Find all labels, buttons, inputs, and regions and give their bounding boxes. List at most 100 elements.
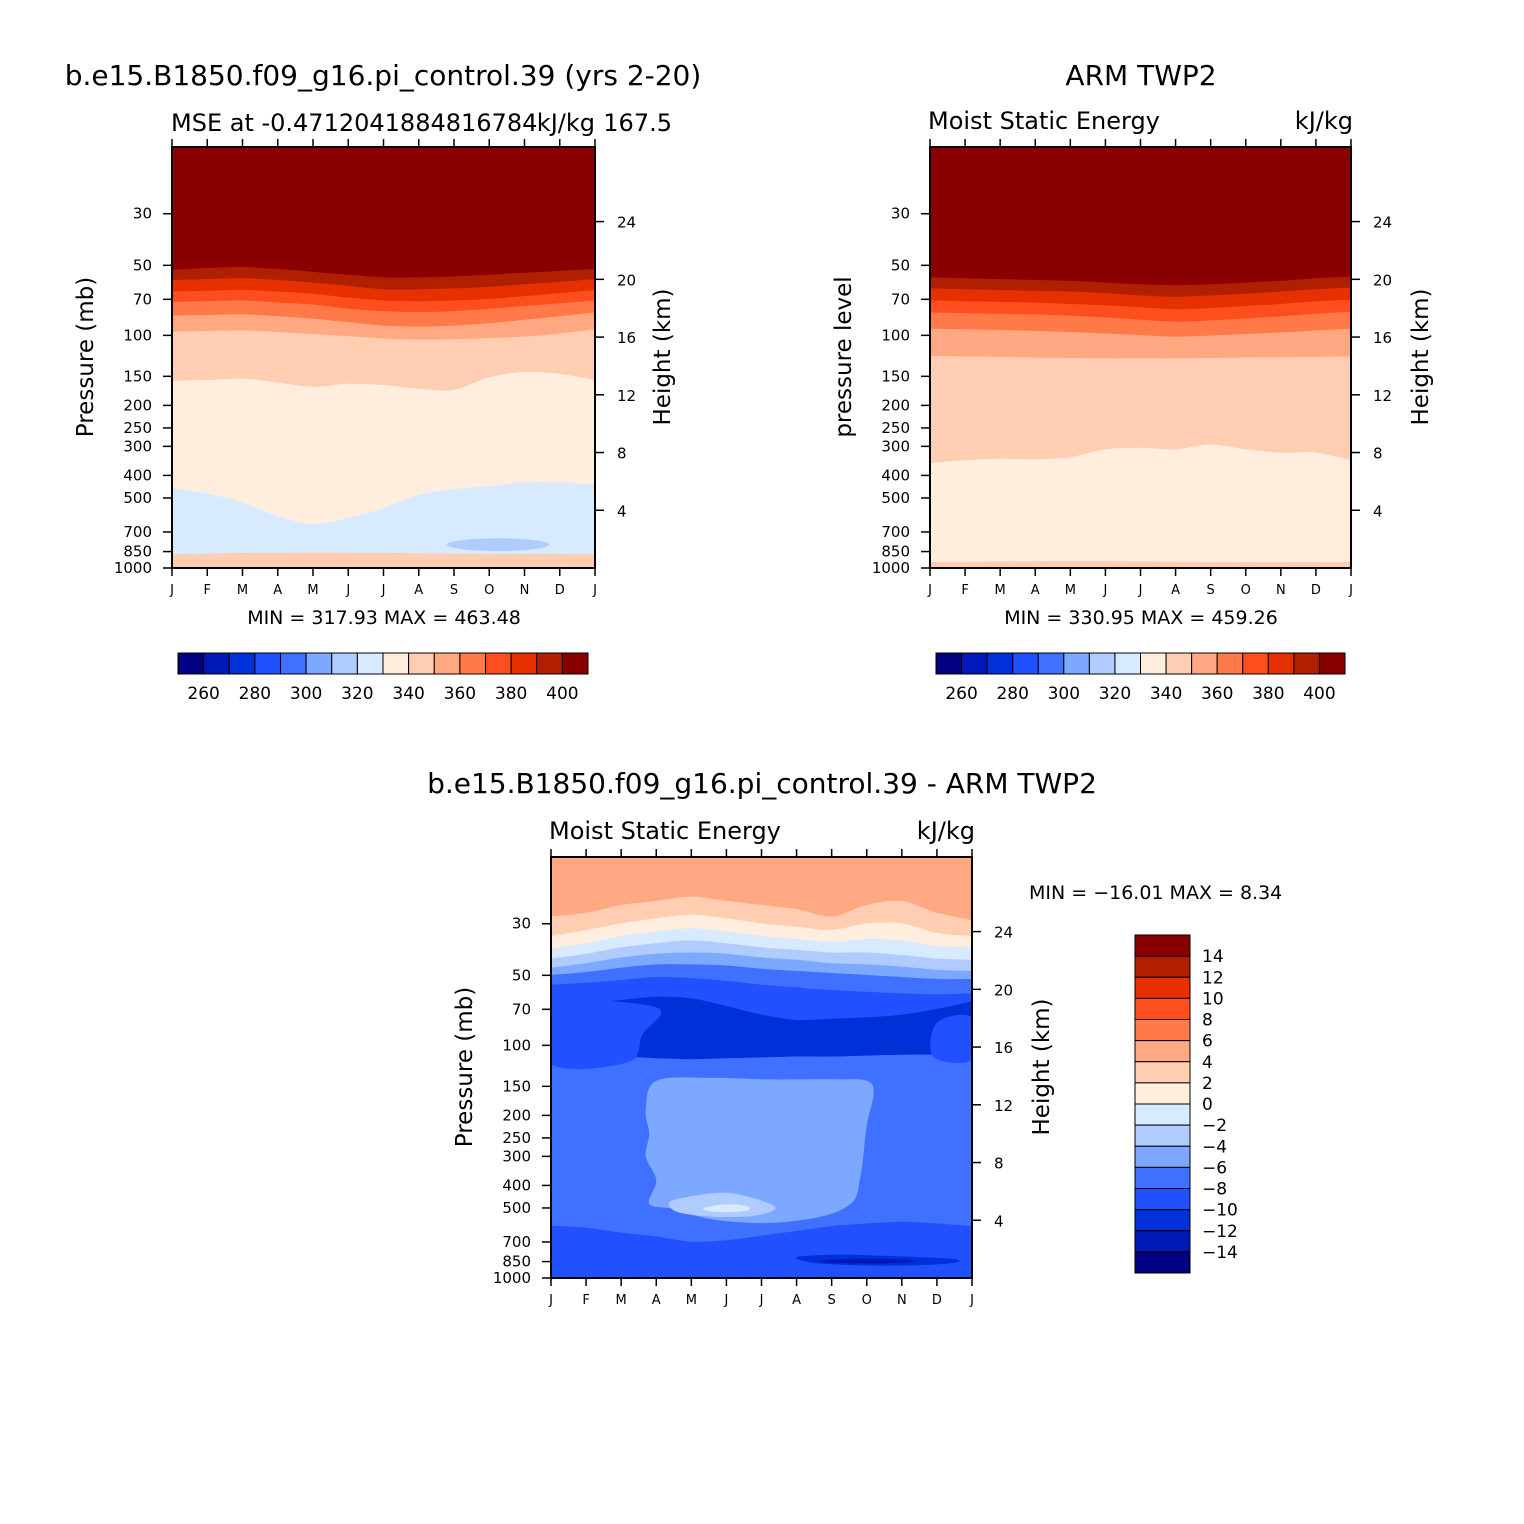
colorbar-box bbox=[1293, 652, 1320, 675]
panel-right-string: kJ/kg bbox=[917, 817, 975, 845]
y-right-tick-label: 8 bbox=[994, 1155, 1004, 1173]
colorbar-label: 260 bbox=[945, 684, 977, 704]
x-tick-label: F bbox=[204, 583, 211, 598]
colorbar-box bbox=[177, 652, 205, 675]
colorbar-box bbox=[1216, 652, 1244, 675]
x-tick-label: M bbox=[237, 583, 248, 598]
x-tick-label: J bbox=[592, 583, 597, 598]
panel-title: ARM TWP2 bbox=[1065, 59, 1216, 92]
contour-band bbox=[930, 147, 1351, 286]
panel-model: b.e15.B1850.f09_g16.pi_control.39 (yrs 2… bbox=[65, 59, 702, 704]
x-tick-label: N bbox=[520, 583, 530, 598]
x-tick-label: S bbox=[450, 583, 458, 598]
colorbar-box bbox=[1134, 1209, 1191, 1232]
contour-band bbox=[172, 552, 595, 568]
y-tick-label: 850 bbox=[502, 1253, 531, 1271]
y-right-tick-label: 24 bbox=[1373, 214, 1392, 232]
colorbar-label: 260 bbox=[187, 684, 219, 704]
y-tick-label: 400 bbox=[881, 466, 910, 484]
panel-title: b.e15.B1850.f09_g16.pi_control.39 (yrs 2… bbox=[65, 59, 702, 92]
y-right-tick-label: 12 bbox=[994, 1097, 1013, 1115]
colorbar-label: 300 bbox=[290, 684, 322, 704]
y-axis-label: Pressure (mb) bbox=[73, 277, 99, 437]
y-right-tick-label: 12 bbox=[617, 387, 636, 405]
colorbar-box bbox=[1134, 1230, 1191, 1253]
colorbar-label: 8 bbox=[1202, 1011, 1213, 1031]
colorbar-box bbox=[1063, 652, 1090, 675]
x-tick-label: J bbox=[345, 583, 350, 598]
y-tick-label: 200 bbox=[123, 396, 152, 414]
y-right-tick-label: 20 bbox=[994, 981, 1013, 999]
x-tick-label: M bbox=[616, 1293, 627, 1308]
y-tick-label: 700 bbox=[123, 523, 152, 541]
y-right-tick-label: 16 bbox=[1373, 329, 1392, 347]
y-tick-label: 70 bbox=[891, 290, 910, 308]
colorbar-box bbox=[1134, 955, 1191, 978]
panel-title: b.e15.B1850.f09_g16.pi_control.39 - ARM … bbox=[427, 767, 1097, 800]
x-tick-label: O bbox=[1241, 583, 1251, 598]
colorbar-label: 380 bbox=[1252, 684, 1284, 704]
y-right-tick-label: 16 bbox=[994, 1039, 1013, 1057]
colorbar-box bbox=[280, 652, 307, 675]
colorbar-label: 340 bbox=[1150, 684, 1182, 704]
colorbar-label: −8 bbox=[1202, 1180, 1227, 1200]
y-tick-label: 30 bbox=[891, 205, 910, 223]
y-tick-label: 1000 bbox=[114, 559, 152, 577]
contour-band bbox=[930, 355, 1351, 464]
contour-blob bbox=[820, 1258, 917, 1264]
colorbar: 260 280 300 320 340 360 380 400 bbox=[935, 652, 1346, 704]
contour-band bbox=[172, 147, 595, 279]
y-tick-label: 500 bbox=[502, 1199, 531, 1217]
y-tick-label: 200 bbox=[881, 396, 910, 414]
x-tick-label: M bbox=[1065, 583, 1076, 598]
colorbar-box bbox=[561, 652, 589, 675]
y-tick-label: 250 bbox=[881, 419, 910, 437]
y-right-tick-label: 20 bbox=[617, 271, 636, 289]
x-tick-label: D bbox=[932, 1293, 942, 1308]
y-tick-label: 300 bbox=[502, 1147, 531, 1165]
panel-left-string: Moist Static Energy bbox=[928, 107, 1160, 135]
colorbar-box bbox=[1114, 652, 1141, 675]
x-tick-label: S bbox=[1207, 583, 1215, 598]
x-tick-label: A bbox=[1171, 583, 1180, 598]
x-tick-label: O bbox=[484, 583, 494, 598]
y-tick-label: 50 bbox=[891, 256, 910, 274]
colorbar: 260 280 300 320 340 360 380 400 bbox=[177, 652, 589, 704]
x-tick-label: J bbox=[1348, 583, 1353, 598]
colorbar-box bbox=[254, 652, 281, 675]
x-tick-label: F bbox=[582, 1293, 589, 1308]
x-tick-label: J bbox=[169, 583, 174, 598]
colorbar-box bbox=[433, 652, 461, 675]
colorbar-label: 0 bbox=[1202, 1095, 1213, 1115]
y-tick-label: 250 bbox=[502, 1129, 531, 1147]
colorbar-box bbox=[1088, 652, 1116, 675]
colorbar-box bbox=[1134, 934, 1191, 957]
contour-band bbox=[930, 560, 1351, 568]
colorbar-box bbox=[1134, 1061, 1191, 1084]
colorbar-box bbox=[1134, 1124, 1191, 1147]
x-tick-label: J bbox=[759, 1293, 764, 1308]
y-tick-label: 700 bbox=[502, 1233, 531, 1251]
panel-left-string: MSE at -0.4712041884816784 bbox=[171, 109, 537, 137]
colorbar-label: 280 bbox=[996, 684, 1028, 704]
y-tick-label: 1000 bbox=[493, 1269, 531, 1287]
y-tick-label: 150 bbox=[502, 1077, 531, 1095]
y-tick-label: 500 bbox=[123, 489, 152, 507]
y-tick-label: 30 bbox=[133, 205, 152, 223]
y-tick-label: 70 bbox=[512, 1000, 531, 1018]
colorbar-box bbox=[1134, 1145, 1191, 1168]
x-tick-label: N bbox=[897, 1293, 907, 1308]
colorbar-label: −6 bbox=[1202, 1158, 1227, 1178]
x-tick-label: F bbox=[961, 583, 968, 598]
colorbar-label: 360 bbox=[1201, 684, 1233, 704]
contour-blob bbox=[551, 994, 662, 1070]
min-max-text: MIN = −16.01 MAX = 8.34 bbox=[1029, 882, 1282, 904]
colorbar-label: −4 bbox=[1202, 1137, 1227, 1157]
colorbar-box bbox=[382, 652, 410, 675]
y-right-tick-label: 4 bbox=[1373, 502, 1383, 520]
y-tick-label: 70 bbox=[133, 290, 152, 308]
colorbar-label: 380 bbox=[495, 684, 527, 704]
colorbar-box bbox=[1037, 652, 1065, 675]
